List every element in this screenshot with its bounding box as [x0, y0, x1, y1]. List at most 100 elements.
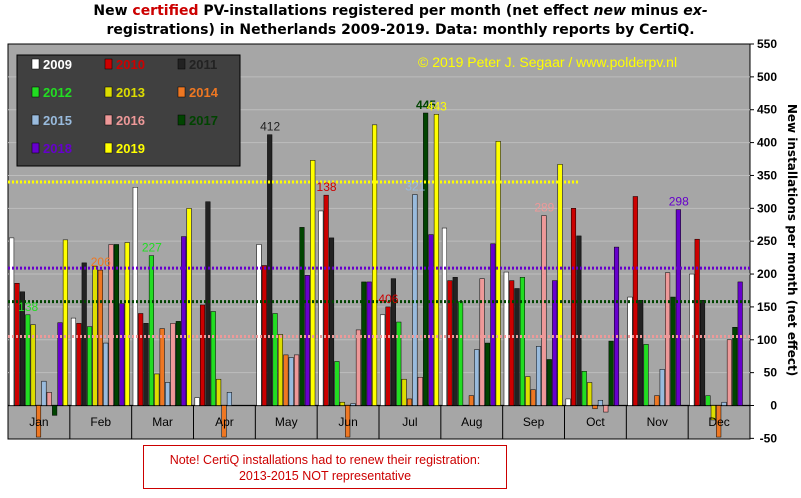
x-tick-label: Oct — [586, 415, 605, 429]
bar — [194, 397, 200, 406]
data-label: 138 — [317, 180, 337, 194]
bar — [154, 373, 160, 406]
data-label: 298 — [669, 195, 689, 209]
bar — [205, 201, 211, 406]
data-label: 227 — [142, 241, 162, 255]
legend-swatch — [31, 114, 40, 126]
note-line-1: Note! CertiQ installations had to renew … — [169, 453, 481, 467]
bar — [576, 235, 582, 406]
bar — [412, 194, 418, 406]
y-axis-label: New installations per month (net effect) — [785, 104, 799, 376]
bar — [46, 392, 52, 406]
bar — [143, 323, 149, 406]
bar — [119, 303, 125, 406]
bar — [186, 208, 192, 406]
bar — [710, 405, 716, 421]
bar — [433, 114, 439, 406]
bar — [452, 277, 458, 406]
x-tick-label: Feb — [90, 415, 111, 429]
bar — [468, 395, 474, 406]
legend-swatch — [104, 142, 113, 154]
bar — [428, 234, 434, 406]
y-tick-label: 400 — [757, 136, 777, 150]
bar — [525, 376, 531, 406]
bar — [587, 382, 593, 406]
bar — [108, 244, 114, 406]
data-label: 321 — [405, 180, 425, 194]
bar — [87, 326, 93, 406]
bar — [277, 334, 284, 406]
bar — [613, 246, 620, 406]
bar — [390, 278, 396, 406]
legend-label: 2011 — [189, 57, 217, 72]
bar — [318, 210, 324, 406]
bar — [495, 141, 501, 406]
bar — [288, 357, 294, 406]
legend-swatch — [104, 86, 113, 98]
bar — [665, 272, 671, 406]
data-label: 289 — [534, 201, 554, 215]
bar — [638, 300, 644, 406]
bar — [441, 227, 448, 406]
chart-title: New certified PV-installations registere… — [93, 3, 708, 38]
bar — [366, 281, 372, 406]
bar — [299, 227, 305, 406]
bar — [329, 237, 335, 406]
bar — [597, 399, 603, 406]
legend-label: 2013 — [116, 85, 145, 100]
legend-label: 2019 — [116, 141, 145, 156]
bar — [396, 321, 402, 406]
legend-label: 2010 — [116, 57, 145, 72]
legend-label: 2018 — [43, 141, 72, 156]
legend-swatch — [104, 58, 113, 70]
x-tick-label: Aug — [461, 415, 482, 429]
bar — [552, 280, 558, 406]
y-tick-label: 450 — [757, 103, 777, 117]
bar — [565, 398, 571, 406]
legend-swatch — [31, 58, 40, 70]
bar — [159, 328, 165, 406]
bar — [654, 395, 660, 406]
y-tick-label: 550 — [757, 37, 777, 51]
bar — [25, 314, 31, 406]
bar — [474, 349, 480, 406]
bar — [541, 215, 547, 406]
bar — [546, 359, 552, 406]
data-label: 443 — [427, 99, 447, 113]
bar — [700, 300, 706, 406]
bar — [70, 317, 77, 406]
bar — [339, 401, 345, 406]
bar — [380, 314, 386, 406]
bar — [199, 304, 206, 406]
legend-swatch — [31, 86, 40, 98]
legend-label: 2016 — [116, 113, 145, 128]
bar — [361, 281, 367, 406]
y-tick-label: 200 — [757, 267, 777, 281]
bar — [721, 401, 727, 406]
bar — [9, 237, 15, 406]
bar — [76, 323, 82, 406]
bar — [124, 242, 130, 406]
bar — [138, 313, 144, 406]
bar — [603, 405, 609, 413]
bar — [372, 124, 378, 406]
bar — [35, 405, 42, 438]
bar — [41, 380, 47, 406]
data-label: 445 — [416, 98, 436, 112]
bar — [509, 280, 515, 406]
data-label: 138 — [18, 300, 38, 314]
y-tick-label: 50 — [764, 366, 778, 380]
x-tick-label: Apr — [215, 415, 234, 429]
legend-box — [16, 54, 241, 167]
x-tick-label: May — [275, 415, 298, 429]
bar — [479, 278, 485, 406]
bar — [514, 288, 520, 406]
bar — [334, 361, 340, 406]
bar — [256, 244, 262, 406]
legend-swatch — [31, 142, 40, 154]
bar — [132, 187, 138, 406]
bar — [30, 324, 36, 406]
bar — [267, 134, 273, 406]
bar — [732, 327, 738, 406]
copyright-text: © 2019 Peter J. Segaar / www.polderpv.nl — [418, 54, 677, 70]
